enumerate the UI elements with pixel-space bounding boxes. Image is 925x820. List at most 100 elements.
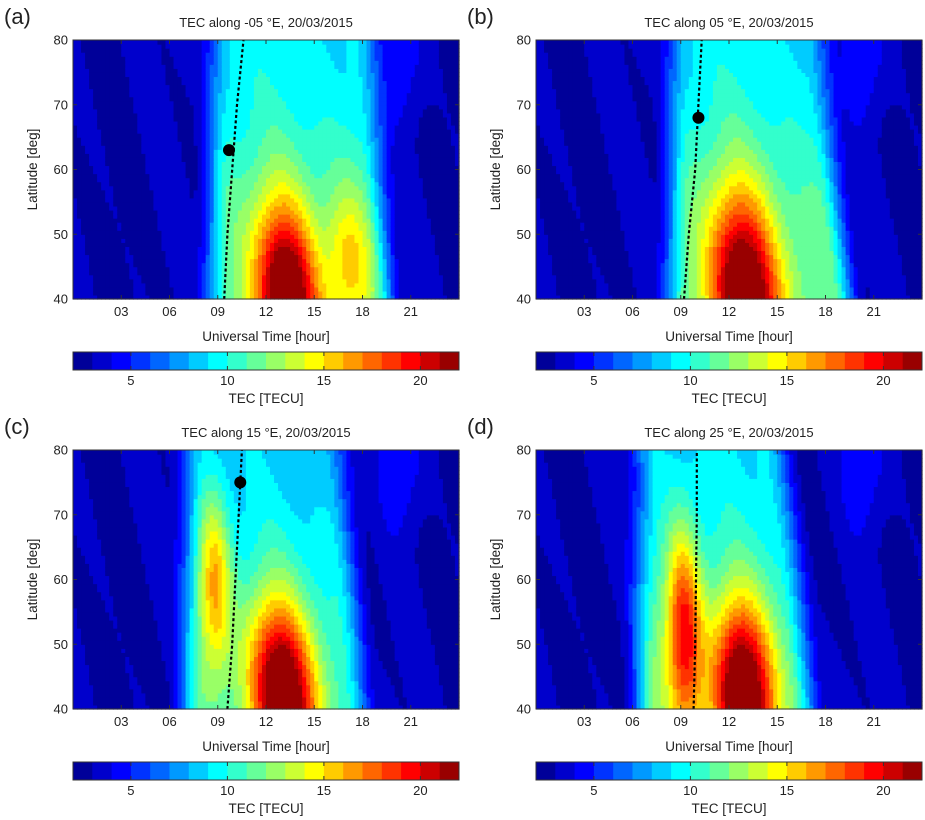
heatmap-cell xyxy=(302,40,307,45)
heatmap-cell xyxy=(137,189,142,195)
heatmap-cell xyxy=(97,88,102,94)
heatmap-cell xyxy=(149,56,155,61)
heatmap-cell xyxy=(117,222,122,227)
heatmap-cell xyxy=(362,157,368,163)
heatmap-cell xyxy=(137,294,142,300)
heatmap-cell xyxy=(221,177,227,183)
heatmap-cell xyxy=(278,214,283,219)
heatmap-cell xyxy=(129,137,134,142)
heatmap-cell xyxy=(302,209,307,215)
heatmap-cell xyxy=(249,169,255,175)
heatmap-cell xyxy=(193,169,199,175)
heatmap-cell xyxy=(121,205,126,211)
heatmap-cell xyxy=(97,124,102,130)
heatmap-cell xyxy=(314,149,319,154)
heatmap-cell xyxy=(314,129,319,134)
heatmap-cell xyxy=(165,72,171,78)
heatmap-cell xyxy=(290,282,295,288)
heatmap-cell xyxy=(185,238,191,243)
heatmap-cell xyxy=(165,52,171,57)
heatmap-cell xyxy=(133,133,138,138)
heatmap-cell xyxy=(298,230,303,235)
heatmap-cell xyxy=(253,274,259,280)
heatmap-cell xyxy=(201,112,207,118)
heatmap-cell xyxy=(193,218,199,223)
heatmap-cell xyxy=(185,266,191,272)
heatmap-cell xyxy=(121,286,126,292)
heatmap-cell xyxy=(362,278,368,284)
heatmap-cell xyxy=(378,266,384,272)
heatmap-cell xyxy=(137,290,142,296)
heatmap-cell xyxy=(189,226,195,231)
heatmap-cell xyxy=(326,230,331,235)
heatmap-cell xyxy=(217,290,223,296)
heatmap-cell xyxy=(290,44,295,49)
heatmap-cell xyxy=(257,124,263,130)
heatmap-cell xyxy=(117,294,122,300)
heatmap-cell xyxy=(221,60,227,65)
heatmap-cell xyxy=(249,161,255,167)
heatmap-cell xyxy=(330,124,335,130)
heatmap-cell xyxy=(274,88,279,94)
heatmap-cell xyxy=(362,226,368,231)
heatmap-cell xyxy=(274,246,279,252)
heatmap-cell xyxy=(233,165,239,171)
heatmap-cell xyxy=(310,169,315,175)
heatmap-cell xyxy=(346,80,352,86)
heatmap-cell xyxy=(117,96,122,102)
heatmap-cell xyxy=(77,222,82,227)
heatmap-cell xyxy=(318,72,323,78)
heatmap-cell xyxy=(145,189,150,195)
heatmap-cell xyxy=(109,185,114,191)
heatmap-cell xyxy=(278,262,283,268)
heatmap-cell xyxy=(306,116,311,122)
heatmap-cell xyxy=(257,80,263,86)
heatmap-cell xyxy=(306,209,311,215)
heatmap-cell xyxy=(81,230,86,235)
heatmap-cell xyxy=(330,88,335,94)
heatmap-cell xyxy=(322,52,327,57)
heatmap-cell xyxy=(97,76,102,82)
heatmap-cell xyxy=(342,246,348,252)
heatmap-cell xyxy=(370,48,376,53)
heatmap-cell xyxy=(149,274,155,280)
heatmap-cell xyxy=(358,112,364,118)
heatmap-cell xyxy=(185,214,191,219)
heatmap-cell xyxy=(261,254,267,260)
heatmap-cell xyxy=(241,133,247,138)
heatmap-cell xyxy=(177,234,183,239)
heatmap-cell xyxy=(298,161,303,167)
heatmap-cell xyxy=(286,258,291,264)
heatmap-cell xyxy=(233,68,239,73)
heatmap-cell xyxy=(93,254,98,260)
heatmap-cell xyxy=(266,242,271,247)
heatmap-cell xyxy=(165,173,171,179)
heatmap-cell xyxy=(350,84,356,90)
heatmap-cell xyxy=(113,52,118,57)
heatmap-cell xyxy=(221,84,227,90)
heatmap-cell xyxy=(189,68,195,73)
heatmap-cell xyxy=(157,169,163,175)
heatmap-cell xyxy=(177,286,183,292)
heatmap-cell xyxy=(338,96,343,102)
heatmap-cell xyxy=(249,274,255,280)
heatmap-cell xyxy=(97,205,102,211)
heatmap-cell xyxy=(141,214,146,219)
heatmap-cell xyxy=(338,209,343,215)
heatmap-cell xyxy=(213,242,219,247)
heatmap-cell xyxy=(225,278,231,284)
heatmap-cell xyxy=(370,234,376,239)
heatmap-cell xyxy=(241,68,247,73)
heatmap-cell xyxy=(173,218,179,223)
heatmap-cell xyxy=(354,64,360,69)
heatmap-cell xyxy=(229,56,235,61)
heatmap-cell xyxy=(81,278,86,284)
heatmap-cell xyxy=(225,68,231,73)
heatmap-cell xyxy=(314,214,319,219)
heatmap-cell xyxy=(342,157,348,163)
heatmap-cell xyxy=(157,48,163,53)
heatmap-cell xyxy=(125,120,130,126)
heatmap-cell xyxy=(286,120,291,126)
heatmap-cell xyxy=(85,185,90,191)
heatmap-cell xyxy=(197,68,203,73)
